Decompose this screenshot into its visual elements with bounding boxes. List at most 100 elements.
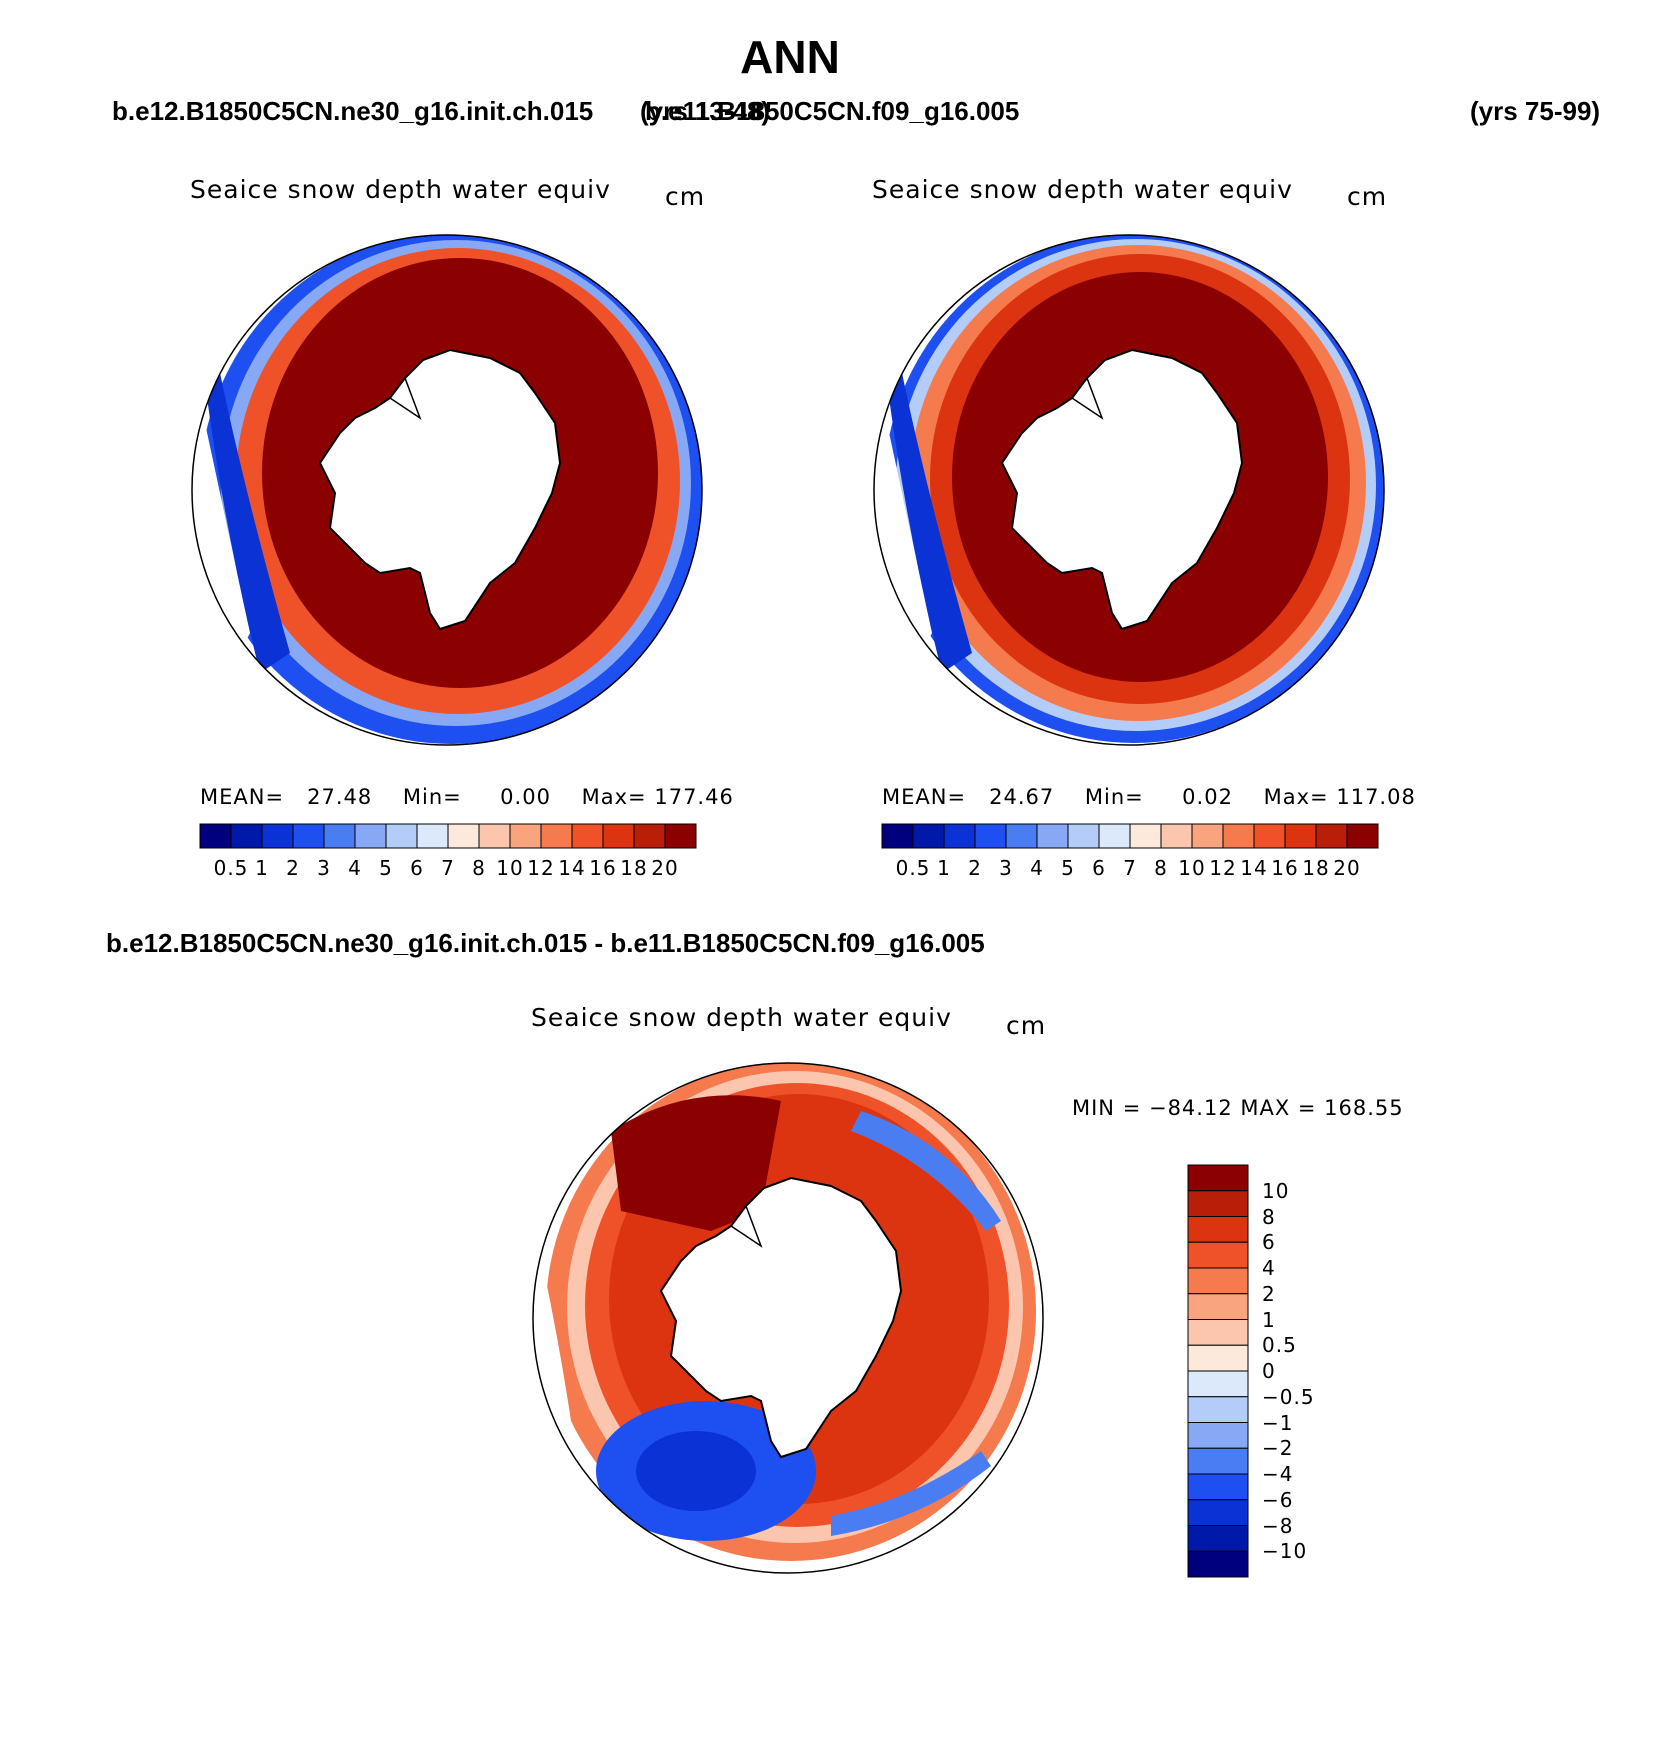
diff-colorbar-swatch — [1187, 1344, 1249, 1372]
diff-minmax: MIN = −84.12 MAX = 168.55 — [1072, 1096, 1404, 1120]
antarctica-land — [1000, 348, 1244, 631]
diff-colorbar-tick-label: −1 — [1262, 1410, 1294, 1435]
diff-colorbar-tick-label: −8 — [1262, 1513, 1294, 1538]
diff-colorbar-tick-label: −0.5 — [1262, 1384, 1315, 1409]
panel2-colorbar-swatch — [881, 823, 914, 849]
panel2-colorbar-swatch — [1191, 823, 1224, 849]
panel2-colorbar-swatch — [1036, 823, 1069, 849]
diff-colorbar-swatch — [1187, 1525, 1249, 1552]
panel1-colorbar-swatch — [602, 823, 635, 849]
panel1-max: 177.46 — [654, 785, 734, 809]
panel1-colorbar-swatch — [571, 823, 604, 849]
diff-colorbar-tick-label: −6 — [1262, 1487, 1294, 1512]
panel2-max: 117.08 — [1336, 785, 1416, 809]
ross-sea-cut — [389, 377, 422, 420]
panel1-min-label: Min= — [402, 785, 462, 809]
diff-colorbar-tick-label: 6 — [1262, 1230, 1276, 1255]
diff-colorbar-tick-label: 4 — [1262, 1256, 1276, 1280]
diff-colorbar-swatch — [1187, 1550, 1249, 1578]
diff-colorbar-tick-label: −4 — [1262, 1462, 1294, 1486]
diff-colorbar-tick-label: 0 — [1262, 1359, 1276, 1383]
panel1-colorbar-swatch — [664, 823, 697, 849]
panel2-mean-label: MEAN= — [882, 785, 967, 809]
panel2-colorbar-swatch — [1253, 823, 1286, 849]
case2-name: b.e11.B1850C5CN.f09_g16.005 — [645, 96, 1020, 126]
panel1-colorbar-swatch — [540, 823, 573, 849]
panel1-colorbar-swatch — [509, 823, 542, 849]
page-title: ANN — [740, 31, 840, 83]
map-boundary — [191, 234, 703, 746]
panel2-colorbar-swatch — [1160, 823, 1193, 849]
difference-colorbar-labels: 10 8 6 4 2 1 0.5 0 −0.5 −1 −2 −4 −6 −8 −10 — [1262, 1165, 1382, 1577]
diff-colorbar-swatch — [1187, 1370, 1249, 1398]
panel2-min-label: Min= — [1084, 785, 1144, 809]
diff-colorbar-swatch — [1187, 1473, 1249, 1501]
diff-colorbar-tick-label: 1 — [1262, 1307, 1276, 1332]
case1-name: b.e12.B1850C5CN.ne30_g16.init.ch.015 — [112, 96, 594, 126]
antarctica-land — [659, 1176, 903, 1459]
panel2-colorbar-tick-label: 12 — [1209, 856, 1237, 880]
panel2-mean: 24.67 — [989, 785, 1055, 809]
panel2-colorbar-tick-label: 16 — [1271, 856, 1299, 880]
ice-edge-west-blue — [887, 373, 972, 673]
panel2-colorbar-swatch — [912, 823, 945, 849]
diff-colorbar-swatch — [1187, 1241, 1249, 1269]
case1-years: (yrs 13-48) — [640, 96, 771, 126]
ross-sea-cut — [1071, 377, 1104, 420]
panel1-colorbar-tick-label: 8 — [472, 856, 486, 880]
diff-units: cm — [1006, 1011, 1047, 1040]
diff-colorbar-swatch — [1187, 1190, 1249, 1217]
panel1-colorbar-tick-label: 3 — [317, 856, 331, 880]
panel2-colorbar-swatch — [1346, 823, 1379, 849]
panel1-colorbar-swatch — [416, 823, 449, 849]
panel2-colorbar-swatch — [943, 823, 976, 849]
diff-plot-title: Seaice snow depth water equiv — [531, 1003, 952, 1032]
panel1-colorbar-tick-label: 18 — [620, 856, 648, 880]
panel1-map — [191, 234, 703, 746]
panel2-colorbar-tick-label: 10 — [1178, 856, 1206, 880]
panel1-colorbar-tick-label: 6 — [410, 856, 424, 880]
diff-colorbar-swatch — [1187, 1447, 1249, 1475]
panel1-colorbar-swatch — [292, 823, 325, 849]
diff-colorbar-tick-label: −10 — [1262, 1539, 1308, 1564]
panel2-colorbar-swatch — [1067, 823, 1100, 849]
panel2-colorbar-swatch — [1129, 823, 1162, 849]
panel2-colorbar-tick-label: 2 — [968, 856, 982, 880]
panel2-units: cm — [1347, 182, 1388, 211]
diff-colorbar-tick-label: 10 — [1262, 1178, 1290, 1203]
diff-colorbar-swatch — [1187, 1293, 1249, 1320]
panel1-colorbar-tick-label: 10 — [496, 856, 524, 880]
panel2-colorbar-tick-label: 3 — [999, 856, 1013, 880]
panel1-colorbar-tick-label: 5 — [379, 856, 393, 880]
difference-title: b.e12.B1850C5CN.ne30_g16.init.ch.015 - b… — [106, 928, 985, 958]
panel1-colorbar-swatch — [354, 823, 387, 849]
panel1-colorbar-swatch — [385, 823, 418, 849]
case2-years: (yrs 75-99) — [1470, 96, 1601, 126]
diff-colorbar-swatch — [1187, 1499, 1249, 1526]
diff-negative-deep — [636, 1431, 756, 1511]
panel2-colorbar-tick-label: 1 — [937, 856, 951, 880]
panel2-title: Seaice snow depth water equiv — [872, 175, 1293, 204]
panel2-colorbar-swatch — [1005, 823, 1038, 849]
panel2-colorbar-tick-label: 7 — [1123, 856, 1137, 880]
diff-colorbar-tick-label: −2 — [1262, 1436, 1294, 1461]
diff-colorbar-swatch — [1187, 1319, 1249, 1346]
antarctica-land — [318, 348, 562, 631]
diff-colorbar-swatch — [1187, 1267, 1249, 1295]
panel1-title: Seaice snow depth water equiv — [190, 175, 611, 204]
panel1-colorbar-tick-label: 12 — [527, 856, 555, 880]
panel1-max-label: Max= — [581, 785, 647, 809]
map-boundary — [532, 1062, 1044, 1574]
panel2-colorbar-tick-label: 5 — [1061, 856, 1075, 880]
panel2-colorbar-tick-label: 4 — [1030, 856, 1044, 880]
diff-colorbar-swatch — [1187, 1422, 1249, 1449]
panel1-colorbar-labels: 0.5 1 2 3 4 5 6 7 8 10 12 14 16 18 20 — [200, 856, 696, 884]
panel2-colorbar-swatch — [1098, 823, 1131, 849]
diff-colorbar-swatch — [1187, 1216, 1249, 1243]
panel2-min: 0.02 — [1182, 785, 1233, 809]
panel1-colorbar-swatch — [199, 823, 232, 849]
panel1-colorbar-swatch — [261, 823, 294, 849]
panel1-colorbar-tick-label: 7 — [441, 856, 455, 880]
panel1-stats: MEAN= 27.48 Min= 0.00 Max= 177.46 — [200, 785, 734, 809]
panel2-colorbar-tick-label: 20 — [1333, 856, 1361, 880]
